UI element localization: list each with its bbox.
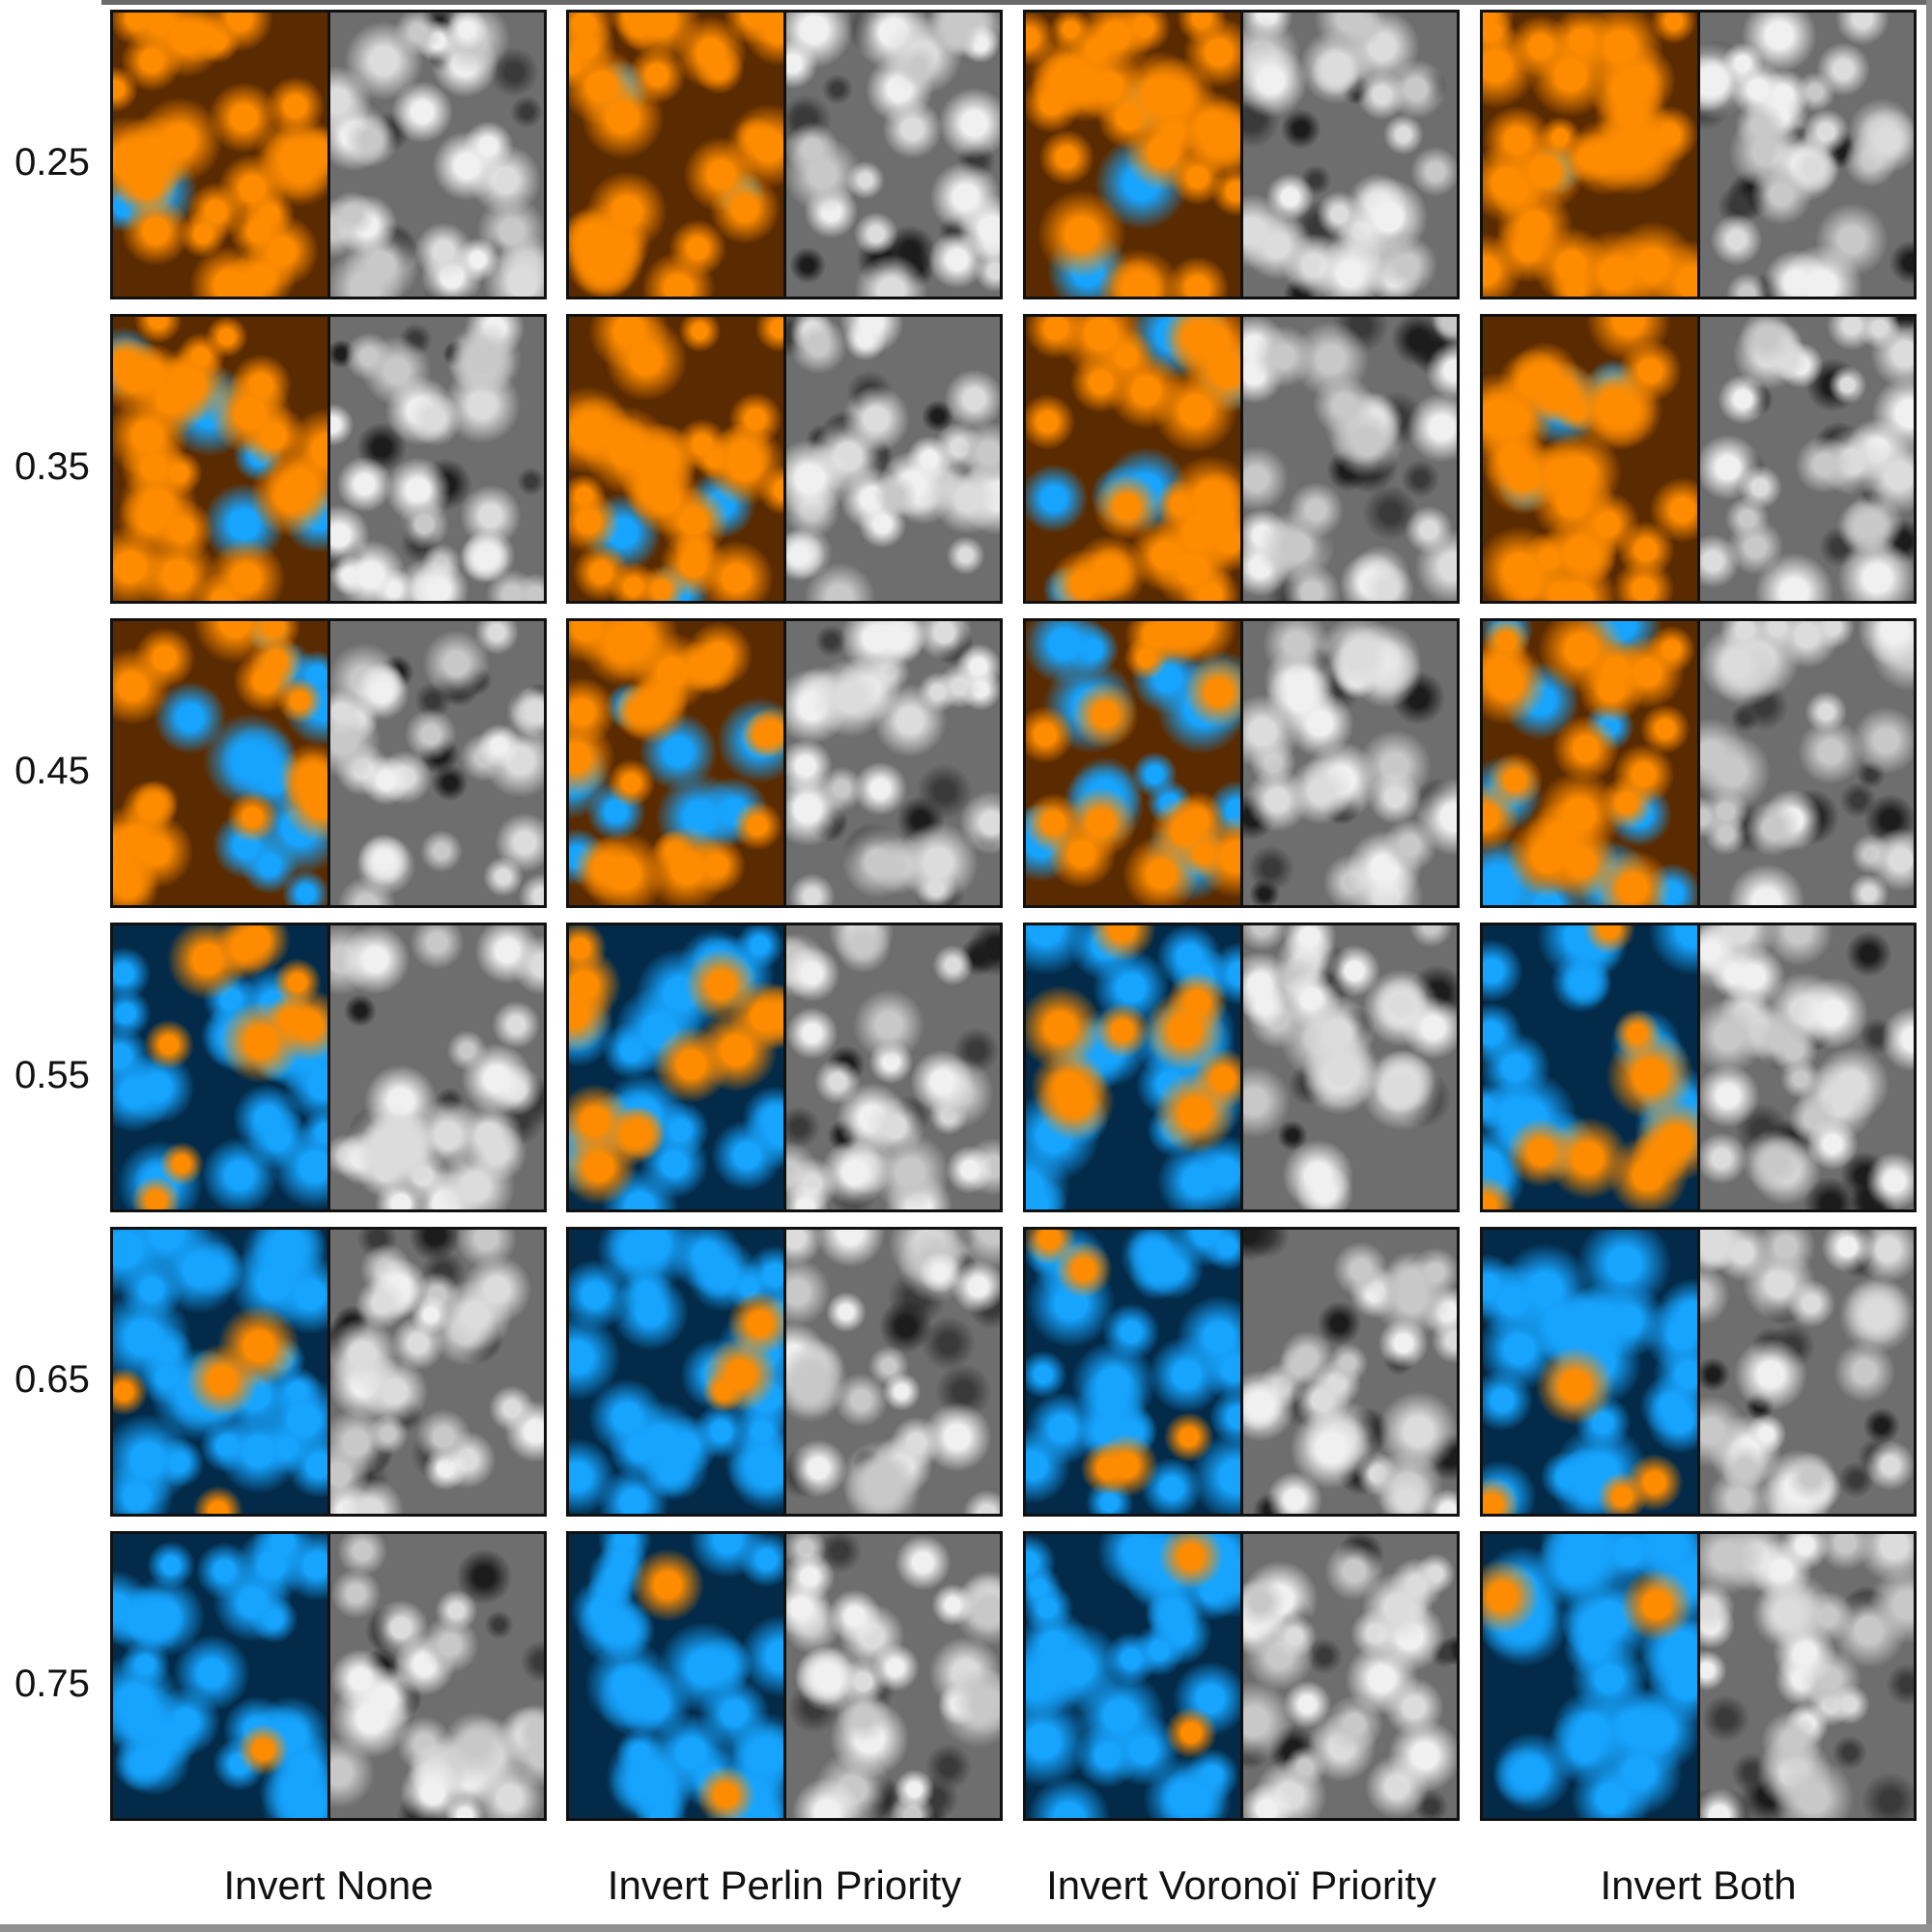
noise-cell	[1480, 1227, 1917, 1517]
noise-cell	[110, 10, 547, 299]
grayscale-noise-panel	[1242, 13, 1457, 297]
column-label-3: Invert Both	[1600, 1862, 1797, 1908]
noise-cell	[1023, 10, 1460, 299]
noise-cell	[566, 314, 1003, 604]
grayscale-noise-panel	[329, 317, 544, 601]
column-label-2: Invert Voronoï Priority	[1046, 1862, 1436, 1908]
row-label-2: 0.45	[14, 750, 90, 792]
grayscale-noise-panel	[329, 13, 544, 297]
grayscale-noise-panel	[1242, 317, 1457, 601]
color-noise-panel	[113, 1534, 327, 1818]
row-label-3: 0.55	[14, 1054, 90, 1096]
grayscale-noise-panel	[1242, 1230, 1457, 1514]
noise-cell	[566, 1531, 1003, 1821]
grayscale-noise-panel	[1699, 621, 1914, 905]
color-noise-panel	[569, 1534, 783, 1818]
noise-cell	[1023, 1531, 1460, 1821]
grayscale-noise-panel	[1242, 1534, 1457, 1818]
color-noise-panel	[1483, 1230, 1697, 1514]
grayscale-noise-panel	[1699, 317, 1914, 601]
grayscale-noise-panel	[1242, 621, 1457, 905]
row-label-4: 0.65	[14, 1358, 90, 1401]
grayscale-noise-panel	[785, 925, 1000, 1209]
row-label-1: 0.35	[14, 445, 90, 488]
noise-cell	[1480, 618, 1917, 908]
noise-cell	[1480, 10, 1917, 299]
color-noise-panel	[113, 13, 327, 297]
color-noise-panel	[569, 317, 783, 601]
color-noise-panel	[113, 621, 327, 905]
grayscale-noise-panel	[329, 621, 544, 905]
color-noise-panel	[569, 621, 783, 905]
noise-cell	[1023, 1227, 1460, 1517]
grayscale-noise-panel	[1699, 1534, 1914, 1818]
row-label-0: 0.25	[14, 141, 90, 184]
color-noise-panel	[1026, 13, 1240, 297]
grayscale-noise-panel	[1699, 1230, 1914, 1514]
noise-cell	[110, 1227, 547, 1517]
color-noise-panel	[1026, 317, 1240, 601]
grayscale-noise-panel	[1699, 925, 1914, 1209]
color-noise-panel	[1026, 1230, 1240, 1514]
noise-cell	[1480, 1531, 1917, 1821]
grayscale-noise-panel	[329, 925, 544, 1209]
color-noise-panel	[569, 925, 783, 1209]
color-noise-panel	[113, 317, 327, 601]
row-label-5: 0.75	[14, 1662, 90, 1705]
grayscale-noise-panel	[785, 1230, 1000, 1514]
grayscale-noise-panel	[1699, 13, 1914, 297]
noise-cell	[566, 618, 1003, 908]
grayscale-noise-panel	[329, 1534, 544, 1818]
noise-cell	[110, 618, 547, 908]
color-noise-panel	[113, 1230, 327, 1514]
noise-cell	[1023, 923, 1460, 1212]
color-noise-panel	[1026, 621, 1240, 905]
noise-cell	[110, 314, 547, 604]
color-noise-panel	[1026, 925, 1240, 1209]
column-label-1: Invert Perlin Priority	[607, 1862, 962, 1908]
color-noise-panel	[1483, 13, 1697, 297]
noise-cell	[1023, 618, 1460, 908]
color-noise-panel	[1483, 1534, 1697, 1818]
grayscale-noise-panel	[785, 13, 1000, 297]
bottom-edge	[0, 1924, 1932, 1932]
noise-cell	[1480, 314, 1917, 604]
noise-cell	[566, 1227, 1003, 1517]
right-edge	[1926, 0, 1932, 1932]
noise-cell	[110, 1531, 547, 1821]
color-noise-panel	[113, 925, 327, 1209]
noise-cell	[566, 10, 1003, 299]
color-noise-panel	[569, 1230, 783, 1514]
grayscale-noise-panel	[329, 1230, 544, 1514]
grayscale-noise-panel	[785, 1534, 1000, 1818]
noise-cell	[1023, 314, 1460, 604]
noise-cell	[566, 923, 1003, 1212]
noise-cell	[110, 923, 547, 1212]
grayscale-noise-panel	[785, 621, 1000, 905]
color-noise-panel	[1483, 925, 1697, 1209]
color-noise-panel	[1026, 1534, 1240, 1818]
grayscale-noise-panel	[785, 317, 1000, 601]
column-label-0: Invert None	[223, 1862, 434, 1908]
grayscale-noise-panel	[1242, 925, 1457, 1209]
color-noise-panel	[569, 13, 783, 297]
color-noise-panel	[1483, 621, 1697, 905]
top-edge	[101, 0, 1932, 5]
noise-cell	[1480, 923, 1917, 1212]
color-noise-panel	[1483, 317, 1697, 601]
